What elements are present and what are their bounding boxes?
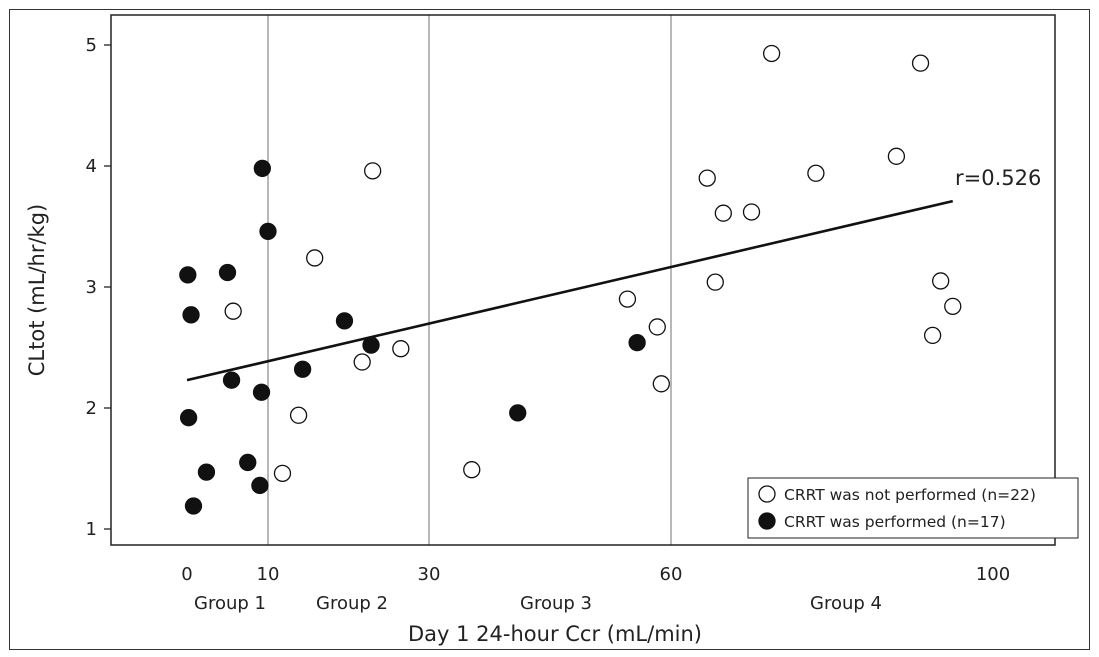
point-crrt-not-performed-17 — [807, 164, 825, 182]
legend-label-performed: CRRT was performed (n=17) — [784, 513, 1006, 531]
point-crrt-performed-9 — [251, 476, 269, 495]
point-crrt-not-performed-8 — [463, 461, 481, 479]
point-crrt-not-performed-11 — [652, 375, 670, 393]
point-crrt-performed-10 — [252, 383, 271, 401]
point-crrt-not-performed-3 — [289, 406, 308, 424]
group-label-2: Group 2 — [316, 593, 388, 614]
point-crrt-performed-6 — [218, 263, 237, 282]
point-crrt-performed-5 — [197, 463, 216, 481]
legend-marker-open — [758, 485, 776, 503]
point-crrt-performed-2 — [182, 306, 200, 324]
point-crrt-not-performed-22 — [944, 297, 962, 316]
trendline-layer — [186, 199, 954, 382]
outer-frame — [9, 9, 1090, 650]
group-divider-lines — [267, 15, 672, 545]
point-crrt-performed-3 — [179, 409, 198, 427]
point-crrt-not-performed-2 — [273, 464, 292, 482]
point-crrt-not-performed-14 — [714, 204, 732, 222]
point-crrt-not-performed-6 — [363, 162, 382, 180]
x-axis-label: Day 1 24-hour Ccr (mL/min) — [408, 622, 702, 646]
point-crrt-performed-7 — [222, 371, 241, 389]
point-crrt-not-performed-10 — [648, 318, 666, 336]
point-crrt-not-performed-5 — [353, 353, 371, 371]
point-crrt-performed-14 — [335, 312, 354, 330]
y-tick-label-5: 5 — [86, 35, 97, 56]
x-tick-label-60: 60 — [660, 564, 683, 585]
point-crrt-performed-11 — [253, 159, 271, 178]
y-tick-label-3: 3 — [86, 277, 97, 298]
point-crrt-not-performed-1 — [224, 302, 242, 320]
point-crrt-performed-8 — [239, 453, 257, 472]
point-crrt-performed-17 — [628, 334, 646, 352]
point-crrt-not-performed-7 — [392, 340, 410, 358]
point-crrt-performed-4 — [184, 497, 203, 515]
x-tick-label-10: 10 — [257, 564, 280, 585]
point-crrt-performed-12 — [259, 222, 277, 240]
x-tick-label-30: 30 — [418, 564, 441, 585]
y-axis: 1 2 3 4 5 — [86, 35, 111, 540]
point-crrt-performed-16 — [509, 404, 527, 422]
plot-area-border — [110, 14, 1056, 546]
point-crrt-not-performed-4 — [306, 249, 324, 267]
point-crrt-not-performed-16 — [762, 44, 781, 63]
point-crrt-not-performed-21 — [932, 272, 950, 290]
legend-marker-filled — [758, 512, 776, 530]
point-crrt-not-performed-18 — [887, 147, 906, 165]
legend-box — [747, 477, 1079, 539]
data-points — [179, 44, 962, 515]
x-tick-label-0: 0 — [181, 564, 192, 585]
point-crrt-not-performed-19 — [911, 54, 930, 72]
point-crrt-performed-13 — [293, 360, 312, 378]
legend-label-not-performed: CRRT was not performed (n=22) — [784, 486, 1036, 504]
y-axis-label: CLtot (mL/hr/kg) — [25, 204, 49, 376]
y-tick-label-4: 4 — [86, 156, 97, 177]
group-label-3: Group 3 — [520, 593, 592, 614]
correlation-annotation: r=0.526 — [955, 166, 1041, 190]
y-tick-label-2: 2 — [86, 398, 97, 419]
point-crrt-not-performed-9 — [618, 290, 637, 308]
trendline — [186, 199, 954, 382]
point-crrt-not-performed-15 — [742, 203, 761, 221]
point-crrt-performed-1 — [179, 266, 197, 284]
point-crrt-not-performed-12 — [698, 169, 716, 187]
x-tick-label-100: 100 — [976, 564, 1010, 585]
point-crrt-not-performed-20 — [923, 326, 942, 345]
group-label-4: Group 4 — [810, 593, 882, 614]
point-crrt-not-performed-13 — [706, 273, 724, 291]
group-labels: Group 1 Group 2 Group 3 Group 4 — [194, 593, 882, 614]
x-axis: 0 10 30 60 100 — [181, 564, 1010, 585]
legend: CRRT was not performed (n=22) CRRT was p… — [747, 477, 1079, 539]
y-tick-label-1: 1 — [86, 519, 97, 540]
group-label-1: Group 1 — [194, 593, 266, 614]
